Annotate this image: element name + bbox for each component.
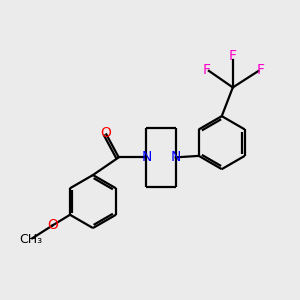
Text: F: F [256, 63, 264, 77]
Text: N: N [141, 150, 152, 164]
Text: F: F [203, 63, 211, 77]
Text: F: F [229, 49, 237, 63]
Text: O: O [47, 218, 58, 233]
Text: N: N [171, 150, 181, 164]
Text: O: O [100, 126, 111, 140]
Text: CH₃: CH₃ [19, 232, 42, 246]
